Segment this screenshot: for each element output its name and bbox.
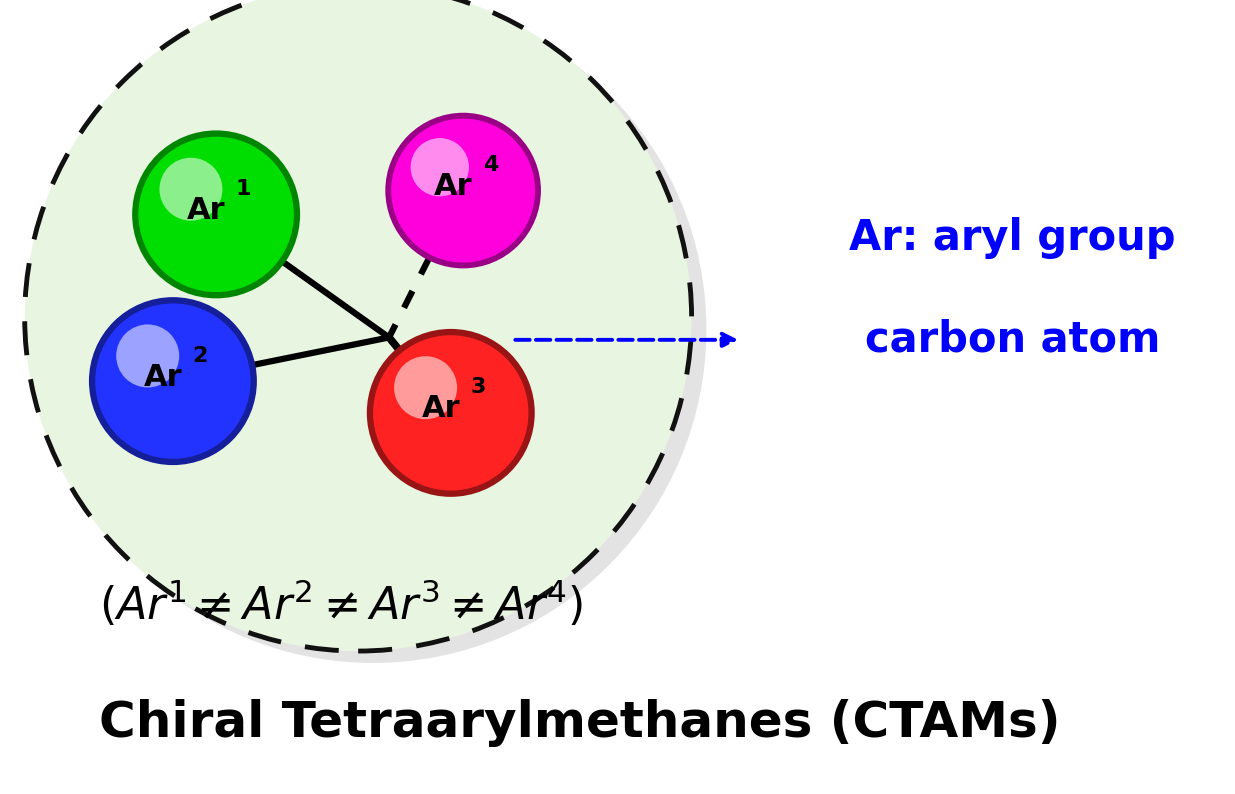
Text: 4: 4	[483, 155, 498, 175]
Ellipse shape	[373, 335, 529, 491]
Ellipse shape	[89, 297, 257, 465]
Ellipse shape	[25, 0, 692, 651]
Ellipse shape	[132, 130, 300, 299]
Text: Ar: aryl group: Ar: aryl group	[850, 218, 1176, 259]
Text: Ar: Ar	[186, 196, 226, 225]
Text: Ar: Ar	[421, 395, 461, 423]
Ellipse shape	[40, 0, 706, 663]
Ellipse shape	[410, 138, 469, 196]
Text: Ar: Ar	[433, 172, 473, 201]
Text: 1: 1	[236, 179, 251, 199]
Ellipse shape	[95, 303, 251, 459]
Ellipse shape	[159, 158, 222, 221]
Text: 3: 3	[471, 377, 485, 398]
Ellipse shape	[116, 325, 179, 387]
Ellipse shape	[385, 113, 541, 268]
Text: Ar: Ar	[143, 363, 183, 391]
Text: carbon atom: carbon atom	[864, 319, 1161, 360]
Ellipse shape	[367, 329, 535, 497]
Ellipse shape	[138, 137, 294, 292]
Text: $(Ar^{1} \neq Ar^{2} \neq Ar^{3} \neq Ar^{4})$: $(Ar^{1} \neq Ar^{2} \neq Ar^{3} \neq Ar…	[99, 578, 583, 629]
Text: Chiral Tetraarylmethanes (CTAMs): Chiral Tetraarylmethanes (CTAMs)	[99, 699, 1061, 746]
Text: 2: 2	[193, 345, 207, 366]
Ellipse shape	[391, 118, 535, 263]
Ellipse shape	[394, 357, 457, 419]
